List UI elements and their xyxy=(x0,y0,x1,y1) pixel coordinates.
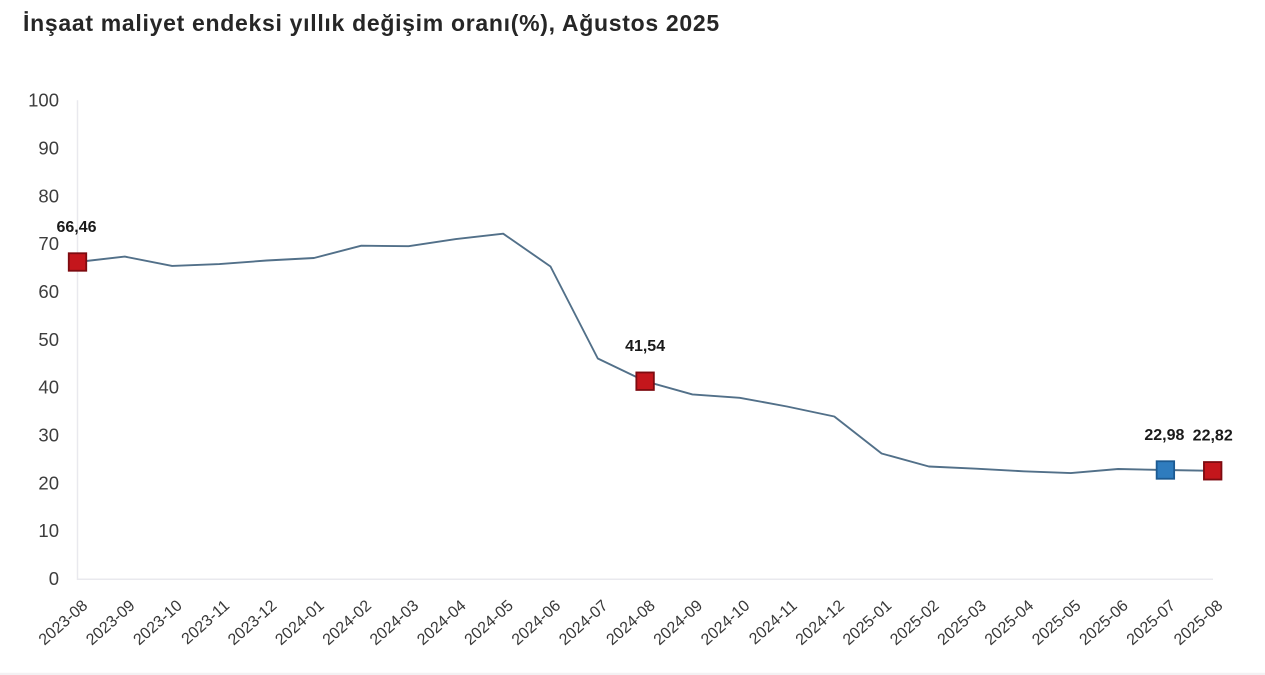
svg-text:80: 80 xyxy=(38,185,59,206)
svg-text:90: 90 xyxy=(38,137,59,158)
svg-text:2025-02: 2025-02 xyxy=(887,597,942,649)
svg-text:2025-05: 2025-05 xyxy=(1029,597,1084,649)
svg-text:2024-09: 2024-09 xyxy=(651,597,706,649)
svg-text:22,98: 22,98 xyxy=(1144,427,1184,444)
svg-text:2023-12: 2023-12 xyxy=(225,597,280,649)
svg-text:70: 70 xyxy=(38,233,59,254)
svg-text:2024-10: 2024-10 xyxy=(698,597,753,649)
svg-text:40: 40 xyxy=(38,377,59,398)
svg-text:30: 30 xyxy=(38,425,59,446)
svg-text:2024-11: 2024-11 xyxy=(746,597,800,648)
svg-text:2023-10: 2023-10 xyxy=(131,597,186,649)
svg-text:2024-01: 2024-01 xyxy=(272,597,327,649)
svg-text:2025-06: 2025-06 xyxy=(1077,597,1132,649)
svg-text:2025-03: 2025-03 xyxy=(935,597,990,649)
svg-text:41,54: 41,54 xyxy=(625,338,665,355)
svg-text:2025-08: 2025-08 xyxy=(1171,597,1226,649)
svg-text:2024-12: 2024-12 xyxy=(793,597,848,649)
svg-text:20: 20 xyxy=(38,472,59,493)
svg-text:2024-05: 2024-05 xyxy=(462,597,517,649)
svg-text:22,82: 22,82 xyxy=(1193,428,1233,445)
svg-text:2025-04: 2025-04 xyxy=(982,597,1037,649)
svg-text:2024-06: 2024-06 xyxy=(509,597,564,649)
svg-text:2023-11: 2023-11 xyxy=(179,597,233,648)
svg-text:0: 0 xyxy=(49,568,59,589)
svg-text:2025-07: 2025-07 xyxy=(1124,597,1179,649)
svg-text:2024-02: 2024-02 xyxy=(320,597,375,649)
svg-text:2024-07: 2024-07 xyxy=(556,597,611,649)
svg-text:100: 100 xyxy=(28,90,59,111)
svg-text:2024-03: 2024-03 xyxy=(367,597,422,649)
svg-text:50: 50 xyxy=(38,329,59,350)
svg-text:10: 10 xyxy=(38,520,59,541)
svg-text:2023-09: 2023-09 xyxy=(83,597,138,649)
svg-text:2025-01: 2025-01 xyxy=(840,597,895,649)
svg-text:2023-08: 2023-08 xyxy=(36,597,91,649)
svg-text:2024-08: 2024-08 xyxy=(604,597,659,649)
svg-text:2024-04: 2024-04 xyxy=(414,597,469,649)
svg-text:66,46: 66,46 xyxy=(56,219,96,236)
svg-text:60: 60 xyxy=(38,281,59,302)
